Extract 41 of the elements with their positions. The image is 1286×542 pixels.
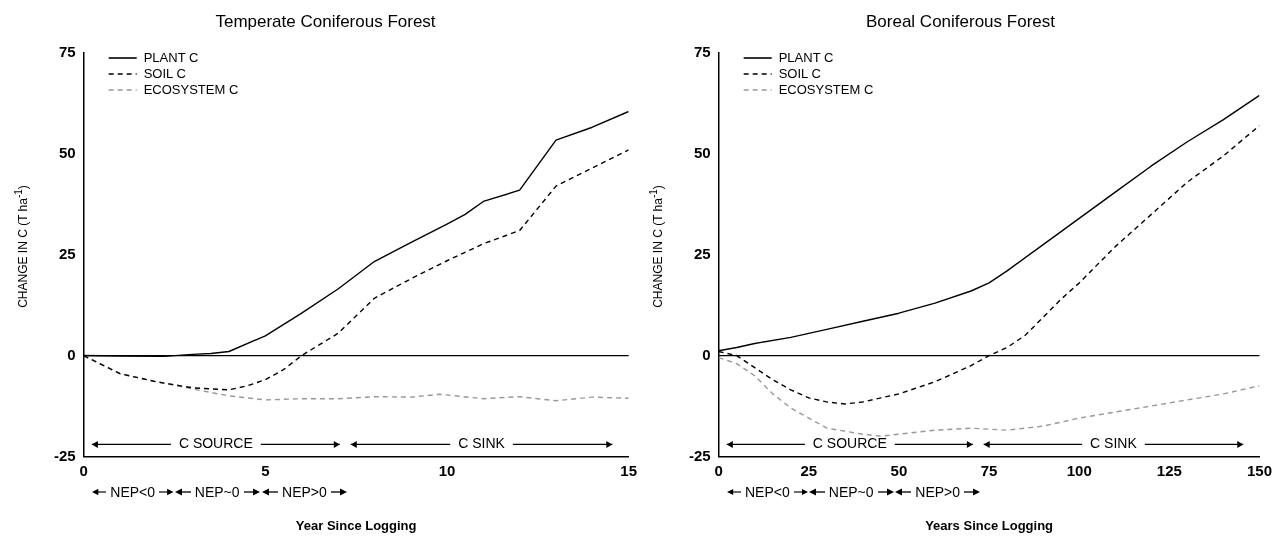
y-tick-label: 25: [58, 244, 76, 262]
text: NEP~0: [194, 484, 240, 501]
text: NEP<0: [744, 484, 790, 501]
annotation: C SINK: [1090, 435, 1138, 452]
annotation: C SOURCE: [178, 435, 253, 452]
chart-title: Temperate Coniferous Forest: [214, 11, 437, 33]
y-tick-label: 50: [58, 143, 76, 161]
legend-label: ECOSYSTEM C: [778, 81, 874, 97]
x-tick-label: 50: [890, 461, 908, 479]
legend-label: SOIL C: [143, 65, 186, 81]
annotation: C SINK: [458, 435, 506, 452]
y-tick-label: 50: [693, 143, 711, 161]
x-tick-label: 25: [800, 461, 818, 479]
x-tick-label: 15: [620, 461, 637, 479]
y-tick-label: 75: [58, 43, 76, 61]
legend-label: SOIL C: [778, 65, 821, 81]
chart-title: Boreal Coniferous Forest: [865, 11, 1056, 33]
x-tick-label: 5: [261, 461, 270, 479]
y-tick-label: 0: [67, 345, 76, 363]
x-tick-label: 75: [980, 461, 998, 479]
text: NEP>0: [915, 484, 961, 501]
x-tick-label: 0: [79, 461, 88, 479]
text: NEP>0: [282, 484, 327, 501]
x-tick-label: 10: [438, 461, 456, 479]
legend-label: ECOSYSTEM C: [143, 81, 239, 97]
x-tick-label: 0: [714, 461, 723, 479]
x-axis-title: Years Since Logging: [925, 517, 1054, 533]
y-tick-label: 75: [693, 43, 711, 61]
legend-label: PLANT C: [143, 49, 199, 65]
y-tick-label: 25: [693, 244, 711, 262]
text: NEP~0: [828, 484, 874, 501]
x-tick-label: 125: [1156, 461, 1182, 479]
y-tick-label: -25: [688, 446, 711, 464]
x-tick-label: 150: [1246, 461, 1272, 479]
y-tick-label: 0: [702, 345, 711, 363]
legend-label: PLANT C: [778, 49, 834, 65]
y-tick-label: -25: [53, 446, 76, 464]
text: NEP<0: [110, 484, 156, 501]
x-axis-title: Year Since Logging: [295, 517, 417, 533]
annotation: C SOURCE: [812, 435, 887, 452]
x-tick-label: 100: [1066, 461, 1092, 479]
